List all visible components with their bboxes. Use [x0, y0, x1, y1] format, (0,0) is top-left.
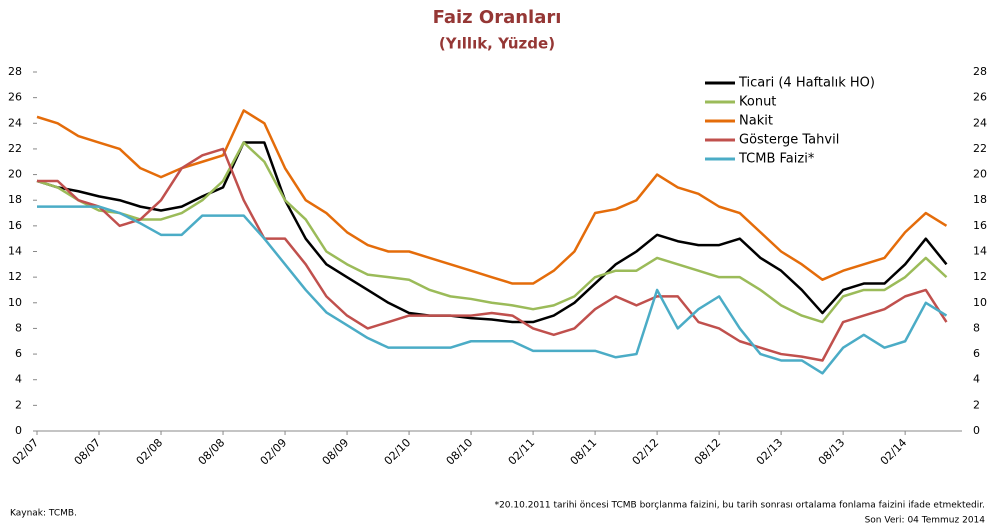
y2-tick-label: 18: [973, 193, 987, 206]
y2-tick-label: 6: [973, 347, 980, 360]
y2-tick-label: 10: [973, 296, 987, 309]
y2-tick-label: 22: [973, 142, 987, 155]
y-tick-label: 24: [8, 116, 22, 129]
y2-tick-label: 26: [973, 91, 987, 104]
last-data: Son Veri: 04 Temmuz 2014: [865, 516, 986, 526]
x-tick-label: 08/08: [196, 436, 228, 468]
chart-title: Faiz Oranları: [433, 7, 562, 28]
y2-tick-label: 8: [973, 321, 980, 334]
legend-label: Nakit: [739, 114, 773, 129]
y2-tick-label: 24: [973, 116, 987, 129]
series-line: [37, 147, 948, 362]
y2-tick-label: 28: [973, 65, 987, 78]
y-tick-label: 8: [15, 321, 22, 334]
y2-tick-label: 4: [973, 373, 980, 386]
legend-label: TCMB Faizi*: [738, 152, 815, 167]
y2-tick-label: 0: [973, 424, 980, 437]
x-tick-label: 08/07: [72, 436, 104, 468]
source: Kaynak: TCMB.: [10, 509, 77, 519]
y2-tick-label: 2: [973, 398, 980, 411]
y2-tick-label: 20: [973, 168, 987, 181]
x-tick-label: 02/07: [10, 436, 42, 468]
y-tick-label: 28: [8, 65, 22, 78]
y2-tick-label: 12: [973, 270, 987, 283]
x-tick-label: 02/08: [134, 436, 166, 468]
legend-label: Konut: [739, 95, 776, 110]
x-tick-label: 02/11: [506, 436, 538, 468]
y2-tick-label: 16: [973, 219, 987, 232]
y-tick-label: 16: [8, 219, 22, 232]
y-tick-label: 10: [8, 296, 22, 309]
x-tick-label: 08/12: [692, 436, 724, 468]
x-tick-label: 08/13: [816, 436, 848, 468]
x-tick-label: 08/10: [444, 436, 476, 468]
legend-label: Ticari (4 Haftalık HO): [738, 76, 875, 91]
footnote: *20.10.2011 tarihi öncesi TCMB borçlanma…: [495, 501, 985, 511]
y-tick-label: 4: [15, 373, 22, 386]
y-tick-label: 18: [8, 193, 22, 206]
y-tick-label: 12: [8, 270, 22, 283]
y-tick-label: 20: [8, 168, 22, 181]
series-line: [36, 109, 948, 285]
series-line: [36, 141, 948, 324]
x-tick-label: 02/09: [258, 436, 290, 468]
x-tick-label: 08/09: [320, 436, 352, 468]
y-tick-label: 14: [8, 245, 22, 258]
x-tick-label: 02/12: [630, 436, 662, 468]
y-tick-label: 0: [15, 424, 22, 437]
x-tick-label: 02/14: [878, 436, 910, 468]
chart-subtitle: (Yıllık, Yüzde): [439, 35, 555, 53]
x-tick-label: 08/11: [568, 436, 600, 468]
y2-tick-label: 14: [973, 245, 987, 258]
series-line: [37, 205, 948, 375]
x-tick-label: 02/13: [754, 436, 786, 468]
x-tick-label: 02/10: [382, 436, 414, 468]
y-tick-label: 2: [15, 398, 22, 411]
y-tick-label: 6: [15, 347, 22, 360]
series-line: [36, 141, 948, 324]
y-tick-label: 26: [8, 91, 22, 104]
legend-label: Gösterge Tahvil: [739, 133, 839, 148]
y-tick-label: 22: [8, 142, 22, 155]
